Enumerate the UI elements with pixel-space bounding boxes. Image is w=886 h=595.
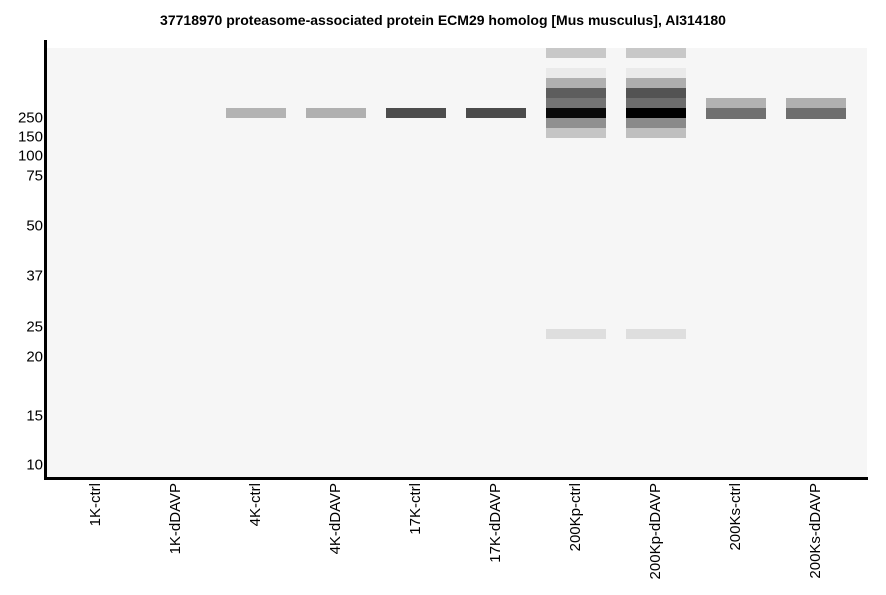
- blot-band: [706, 98, 766, 108]
- blot-band: [626, 128, 686, 138]
- blot-band: [786, 108, 846, 119]
- lane-label: 17K-dDAVP: [487, 483, 504, 563]
- chart-title: 37718970 proteasome-associated protein E…: [160, 12, 726, 28]
- blot-band: [626, 88, 686, 98]
- blot-band: [226, 108, 286, 118]
- y-tick-label: 250: [17, 109, 43, 127]
- blot-band: [546, 118, 606, 128]
- y-tick-label: 15: [26, 407, 43, 425]
- lane-label: 200Ks-dDAVP: [807, 483, 824, 579]
- blot-band: [546, 48, 606, 58]
- blot-band: [306, 108, 366, 118]
- lane-label: 200Kp-dDAVP: [647, 483, 664, 580]
- blot-band: [706, 108, 766, 119]
- blot-band: [626, 78, 686, 88]
- lane-label: 4K-dDAVP: [327, 483, 344, 555]
- y-tick-label: 10: [26, 456, 43, 474]
- blot-band: [626, 329, 686, 339]
- y-tick-label: 25: [26, 318, 43, 336]
- lane-label: 1K-ctrl: [87, 483, 104, 527]
- blot-band: [626, 48, 686, 58]
- y-tick-label: 150: [17, 128, 43, 146]
- blot-band: [546, 128, 606, 138]
- lane-label: 4K-ctrl: [247, 483, 264, 527]
- x-axis-line: [44, 477, 868, 480]
- plot-area: [47, 48, 867, 477]
- blot-band: [626, 108, 686, 118]
- blot-band: [466, 108, 526, 118]
- y-tick-label: 75: [26, 167, 43, 185]
- blot-band: [546, 98, 606, 108]
- blot-band: [546, 78, 606, 88]
- blot-band: [626, 68, 686, 78]
- lane-label: 200Kp-ctrl: [567, 483, 584, 552]
- y-tick-label: 100: [17, 147, 43, 165]
- blot-band: [386, 108, 446, 118]
- y-axis-line: [44, 40, 47, 480]
- blot-band: [546, 329, 606, 339]
- blot-band: [626, 98, 686, 108]
- blot-band: [546, 68, 606, 78]
- lane-label: 200Ks-ctrl: [727, 483, 744, 551]
- lane-label: 1K-dDAVP: [167, 483, 184, 555]
- y-tick-label: 20: [26, 348, 43, 366]
- blot-band: [786, 98, 846, 108]
- blot-band: [546, 88, 606, 98]
- blot-band: [546, 108, 606, 118]
- y-tick-label: 50: [26, 217, 43, 235]
- lane-label: 17K-ctrl: [407, 483, 424, 535]
- blot-band: [626, 118, 686, 128]
- y-tick-label: 37: [26, 267, 43, 285]
